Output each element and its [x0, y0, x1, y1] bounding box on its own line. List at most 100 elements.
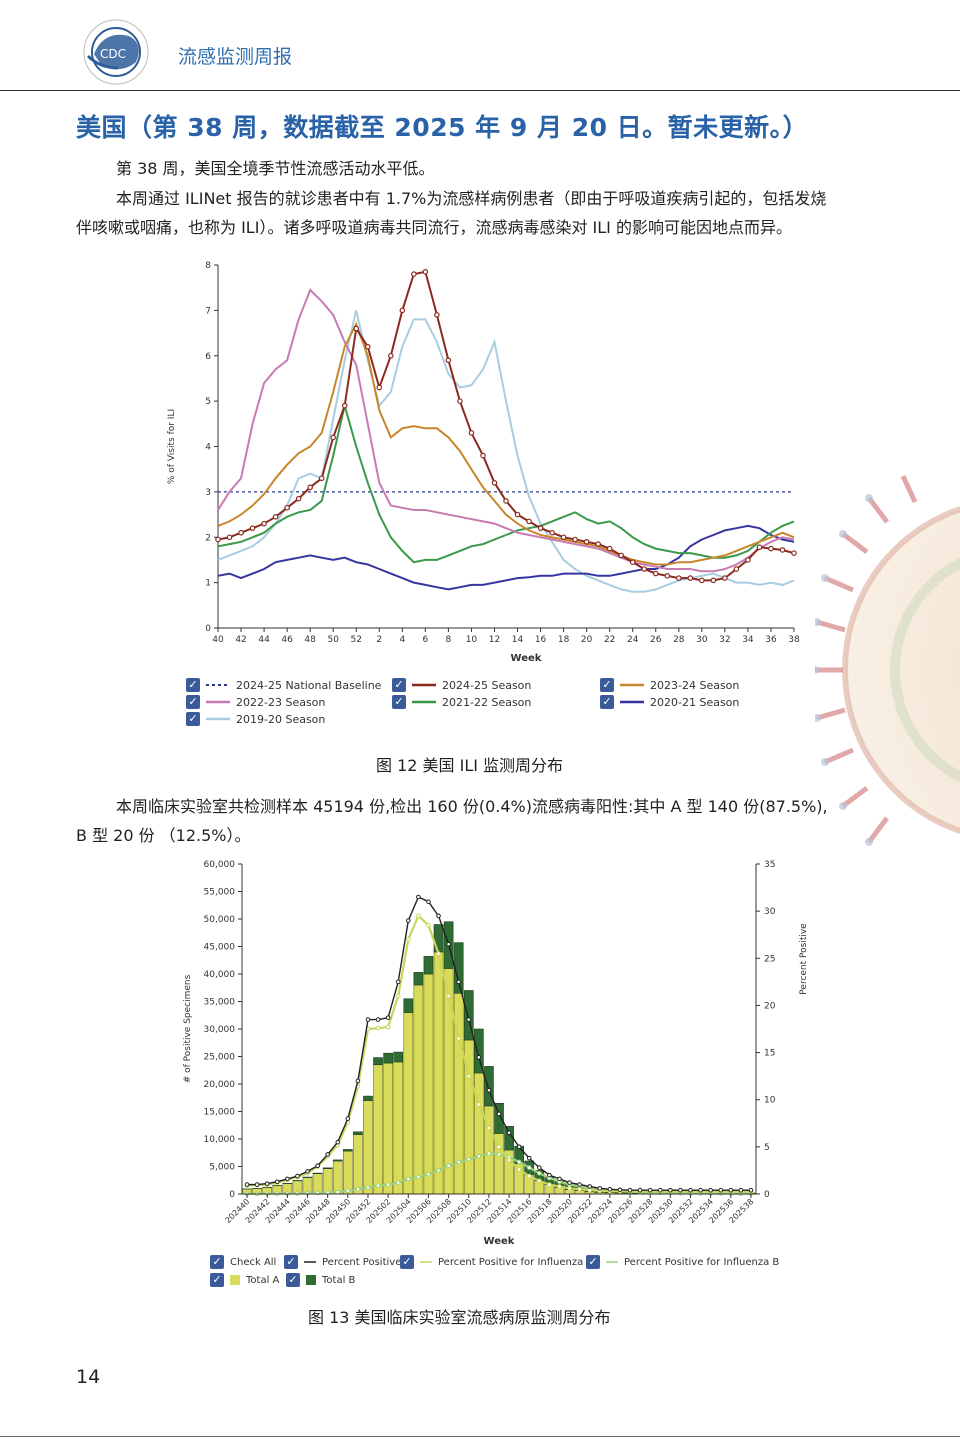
ili-legend: ✓ 2024-25 National Baseline ✓ 2024-25 Se… — [186, 678, 806, 728]
percent-positive-a-line-point — [537, 1178, 542, 1184]
bar-total-b — [322, 1167, 333, 1169]
percent-positive-b-line-point — [446, 1163, 451, 1169]
checkbox-icon[interactable]: ✓ — [210, 1255, 224, 1269]
percent-positive-line-point — [708, 1187, 713, 1193]
y-tick-label: 50,000 — [204, 915, 236, 925]
series-point — [733, 566, 740, 572]
percent-positive-line-point — [657, 1187, 663, 1193]
percent-positive-line-point — [627, 1187, 633, 1193]
legend-swatch — [412, 683, 436, 687]
legend-item-2020-21[interactable]: ✓ 2020-21 Season — [600, 695, 739, 709]
series-point — [215, 536, 221, 543]
percent-positive-a-line-point — [416, 913, 421, 919]
x-tick-label: 40 — [212, 635, 224, 645]
y-tick-label: 10,000 — [204, 1135, 236, 1145]
legend-item-baseline[interactable]: ✓ 2024-25 National Baseline — [186, 678, 381, 692]
x-axis-label: Week — [484, 1236, 515, 1247]
checkbox-icon[interactable]: ✓ — [600, 695, 614, 709]
series-point — [652, 570, 659, 577]
series-line-2023-24 Season — [217, 321, 795, 566]
series-point — [422, 269, 429, 275]
legend-item-2019-20[interactable]: ✓ 2019-20 Season — [186, 712, 325, 726]
legend-label: 2021-22 Season — [442, 695, 532, 709]
legend-item-2021-22[interactable]: ✓ 2021-22 Season — [392, 695, 531, 709]
lab-legend: ✓ Check All ✓ Percent Positive ✓ Percent… — [210, 1255, 810, 1291]
legend-item-total-b[interactable]: ✓ Total B — [286, 1273, 355, 1287]
legend-item-2024-25[interactable]: ✓ 2024-25 Season — [392, 678, 531, 692]
legend-item-2022-23[interactable]: ✓ 2022-23 Season — [186, 695, 325, 709]
bar-total-b — [453, 942, 464, 994]
legend-label: 2024-25 Season — [442, 678, 532, 692]
percent-positive-line-point — [537, 1165, 542, 1170]
legend-item-total-a[interactable]: ✓ Total A — [210, 1273, 279, 1287]
checkbox-icon[interactable]: ✓ — [286, 1273, 300, 1287]
y-tick-label: 3 — [205, 488, 211, 498]
x-tick-label: 34 — [742, 635, 754, 645]
paragraph-line: B 型 20 份 （12.5%）。 — [76, 826, 251, 845]
figure13-caption: 图 13 美国临床实验室流感病原监测周分布 — [308, 1308, 611, 1327]
percent-positive-line-point — [668, 1187, 673, 1193]
percent-positive-line-point — [698, 1187, 703, 1193]
x-tick-label: 42 — [235, 635, 246, 645]
series-point — [272, 514, 279, 520]
percent-positive-b-line-point — [395, 1180, 401, 1185]
x-tick-label: 18 — [558, 635, 570, 645]
legend-label: 2020-21 Season — [650, 695, 740, 709]
percent-positive-b-line-point — [365, 1185, 371, 1190]
legend-swatch — [206, 717, 230, 721]
series-point — [434, 312, 440, 318]
percent-positive-line-point — [557, 1176, 562, 1182]
checkbox-icon[interactable]: ✓ — [284, 1255, 298, 1269]
legend-item-check-all[interactable]: ✓ Check All — [210, 1255, 276, 1269]
percent-positive-b-line-point — [466, 1156, 472, 1162]
legend-item-percent-positive[interactable]: ✓ Percent Positive — [284, 1255, 401, 1269]
legend-swatch — [412, 700, 436, 704]
x-tick-label: 28 — [673, 635, 685, 645]
series-point — [376, 384, 383, 391]
checkbox-icon[interactable]: ✓ — [186, 712, 200, 726]
series-point — [249, 525, 256, 531]
percent-positive-line-point — [405, 918, 411, 923]
checkbox-icon[interactable]: ✓ — [210, 1273, 224, 1287]
checkbox-icon[interactable]: ✓ — [186, 678, 200, 692]
percent-positive-line-point — [436, 913, 441, 919]
legend-item-2023-24[interactable]: ✓ 2023-24 Season — [600, 678, 739, 692]
bar-total-b — [494, 1102, 504, 1134]
percent-positive-b-line-point — [345, 1188, 351, 1194]
series-point — [388, 352, 394, 359]
legend-item-percent-positive-a[interactable]: ✓ Percent Positive for Influenza A — [400, 1255, 593, 1269]
checkbox-icon[interactable]: ✓ — [600, 678, 614, 692]
bar-total-a — [423, 973, 434, 1195]
x-tick-label: 52 — [351, 635, 362, 645]
legend-item-percent-positive-b[interactable]: ✓ Percent Positive for Influenza B — [586, 1255, 779, 1269]
bar-total-a — [413, 984, 424, 1195]
checkbox-icon[interactable]: ✓ — [400, 1255, 414, 1269]
x-tick-label: 32 — [719, 635, 730, 645]
y-tick-label: 4 — [205, 443, 211, 453]
checkbox-icon[interactable]: ✓ — [392, 678, 406, 692]
series-point — [779, 547, 786, 553]
checkbox-icon[interactable]: ✓ — [186, 695, 200, 709]
bar-total-b — [413, 972, 424, 986]
percent-positive-line-point — [335, 1139, 341, 1145]
percent-positive-a-line-point — [496, 1144, 502, 1150]
bar-total-b — [403, 998, 414, 1013]
series-point — [238, 529, 244, 536]
checkbox-icon[interactable]: ✓ — [392, 695, 406, 709]
series-point — [526, 518, 532, 525]
series-point — [583, 538, 590, 545]
series-line-2020-21 Season — [217, 524, 795, 591]
bar-total-b — [312, 1172, 323, 1174]
y-tick-label: 45,000 — [204, 943, 236, 953]
percent-positive-line-point — [355, 1078, 361, 1084]
y-tick-label: 15,000 — [204, 1108, 236, 1118]
checkbox-icon[interactable]: ✓ — [586, 1255, 600, 1269]
series-point — [768, 545, 774, 552]
percent-positive-line-point — [526, 1155, 532, 1161]
series-point — [710, 577, 717, 584]
x-tick-label: 24 — [627, 635, 639, 645]
legend-swatch — [620, 700, 644, 704]
x-tick-label: 12 — [489, 635, 500, 645]
percent-positive-a-line-point — [385, 1024, 391, 1030]
x-tick-label: 8 — [446, 635, 452, 645]
